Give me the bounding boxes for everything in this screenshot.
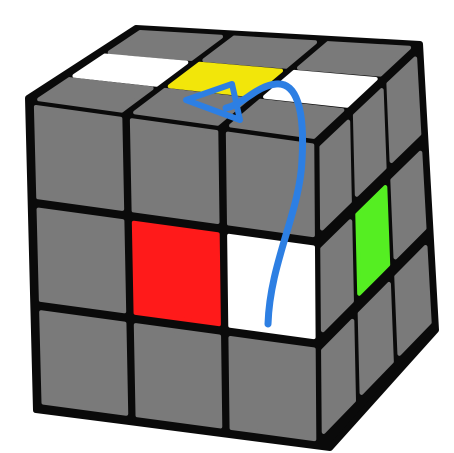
sticker xyxy=(202,35,318,69)
sticker xyxy=(39,310,129,416)
sticker xyxy=(129,118,220,224)
sticker xyxy=(36,207,127,314)
sticker xyxy=(390,150,427,260)
sticker xyxy=(352,88,387,197)
sticker xyxy=(107,30,223,61)
sticker xyxy=(355,185,391,296)
sticker xyxy=(131,220,221,327)
sticker xyxy=(72,53,189,87)
sticker xyxy=(33,104,125,211)
sticker xyxy=(321,318,356,434)
sticker xyxy=(320,219,354,333)
sticker xyxy=(319,119,352,231)
sticker xyxy=(37,77,154,113)
sticker xyxy=(386,56,422,163)
arrow-head xyxy=(183,81,243,123)
sticker xyxy=(133,323,223,429)
arrow-path xyxy=(222,80,307,328)
sticker xyxy=(297,41,412,77)
sticker xyxy=(228,336,317,442)
sticker xyxy=(394,245,432,356)
move-arrow xyxy=(183,80,307,328)
sticker xyxy=(357,282,394,395)
